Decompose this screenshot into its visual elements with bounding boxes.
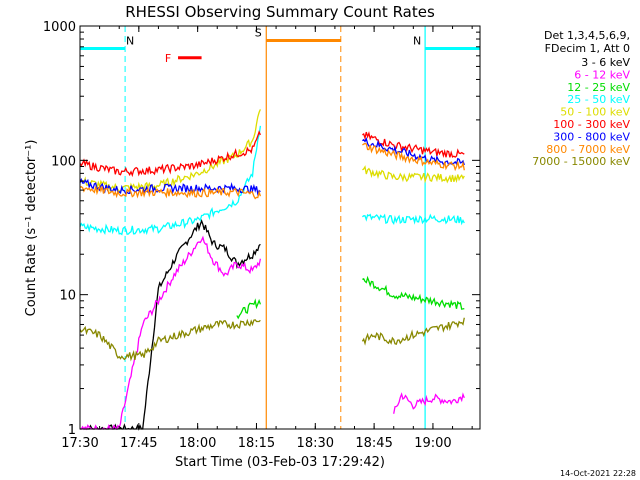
chart-title: RHESSI Observing Summary Count Rates: [125, 3, 435, 21]
series-line-2: [362, 275, 465, 310]
series-line-3: [79, 125, 262, 236]
series-line-8: [361, 317, 465, 346]
marker-label: N: [126, 34, 134, 47]
series-line-7: [362, 142, 465, 172]
legend-entry-2: 12 - 25 keV: [567, 81, 630, 94]
legend-entry-1: 6 - 12 keV: [574, 68, 630, 81]
y-tick-label: 1000: [43, 20, 76, 35]
y-axis-label: Count Rate (s⁻¹ detector⁻¹): [24, 140, 39, 317]
series-line-7: [79, 184, 262, 200]
legend-entry-3: 25 - 50 keV: [567, 93, 630, 106]
plot-frame: [79, 25, 481, 430]
attenuator-markers: N N S F: [80, 26, 480, 65]
x-tick-label: 19:00: [414, 436, 451, 451]
series-line-8: [79, 318, 261, 362]
series-line-5: [79, 130, 261, 178]
axes: 17:30 17:45 18:00 18:15 18:30 18:45 19:00 1 10 10…: [43, 20, 480, 451]
x-tick-label: 17:30: [61, 436, 98, 451]
timestamp: 14-Oct-2021 22:28: [560, 469, 636, 478]
x-tick-label: 17:45: [120, 436, 157, 451]
x-tick-label: 18:30: [297, 436, 334, 451]
y-tick-label: 1: [68, 423, 76, 438]
series-line-6: [362, 136, 465, 167]
legend-entry-5: 100 - 300 keV: [553, 118, 630, 131]
series-lines: [79, 109, 465, 431]
series-line-2: [236, 298, 262, 320]
legend-entry-6: 300 - 800 keV: [553, 130, 630, 143]
series-line-3: [362, 213, 465, 226]
series-line-1: [393, 392, 465, 414]
flare-flag-label: F: [165, 52, 171, 65]
marker-label: N: [413, 34, 421, 47]
legend: Det 1,3,4,5,6,9, FDecim 1, Att 0 3 - 6 k…: [532, 29, 630, 168]
x-tick-label: 18:15: [238, 436, 275, 451]
series-line-1: [80, 235, 262, 431]
series-line-4: [79, 109, 261, 193]
x-tick-label: 18:00: [179, 436, 216, 451]
series-line-4: [362, 165, 465, 184]
legend-entry-7: 800 - 7000 keV: [546, 143, 630, 156]
legend-header-line-1: Det 1,3,4,5,6,9,: [544, 29, 630, 42]
marker-label: S: [255, 26, 262, 39]
series-line-5: [362, 131, 465, 159]
series-line-6: [79, 177, 261, 197]
series-line-0: [80, 219, 261, 431]
y-tick-label: 100: [51, 154, 76, 169]
legend-entry-4: 50 - 100 keV: [560, 106, 630, 119]
x-axis-label: Start Time (03-Feb-03 17:29:42): [175, 455, 385, 470]
y-tick-label: 10: [59, 289, 76, 304]
legend-entry-8: 7000 - 15000 keV: [532, 155, 630, 168]
x-tick-label: 18:45: [355, 436, 392, 451]
legend-entry-0: 3 - 6 keV: [581, 56, 630, 69]
legend-header-line-2: FDecim 1, Att 0: [545, 42, 630, 55]
